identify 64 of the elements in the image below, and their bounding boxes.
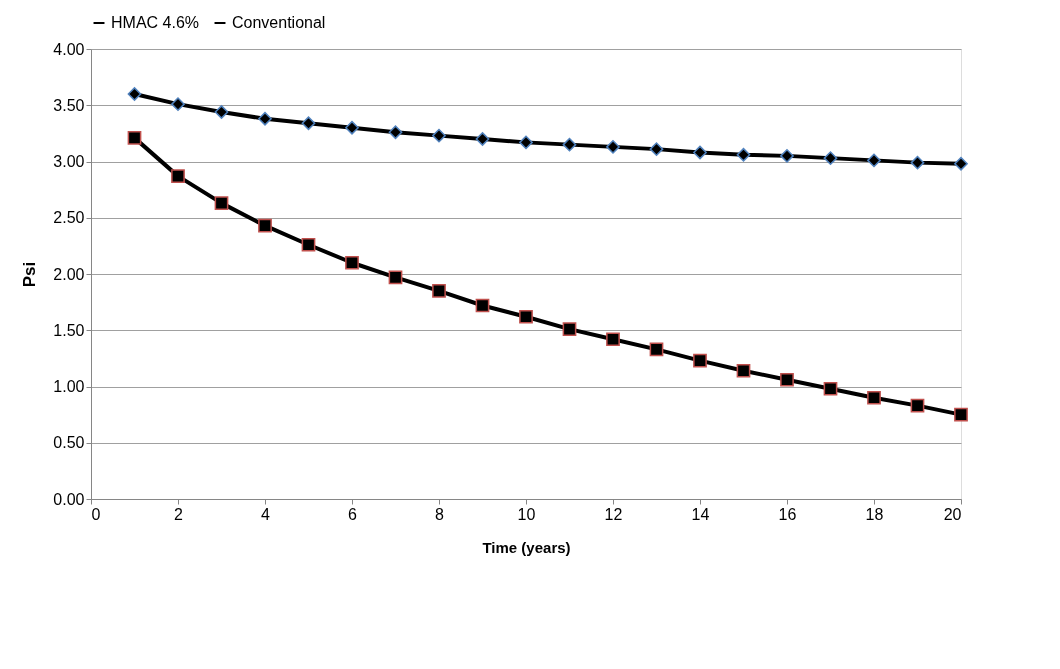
point xyxy=(171,169,185,183)
y-tick-label: 0.50 xyxy=(53,434,85,452)
y-tick-label: 0.00 xyxy=(53,490,85,508)
point xyxy=(693,145,707,160)
point xyxy=(345,120,359,135)
point xyxy=(388,125,403,140)
point xyxy=(823,151,838,165)
point xyxy=(432,284,446,298)
point xyxy=(910,398,925,413)
y-axis-title: Psi xyxy=(20,261,40,288)
legend-label: Conventional xyxy=(232,14,326,31)
point xyxy=(388,270,403,285)
point xyxy=(606,332,620,347)
point xyxy=(910,155,925,170)
y-tick-label: 3.00 xyxy=(53,153,85,170)
x-tick-label: 16 xyxy=(778,505,797,523)
point xyxy=(258,218,272,233)
point xyxy=(301,116,316,131)
point xyxy=(171,97,185,111)
point xyxy=(954,407,968,422)
x-tick-label: 20 xyxy=(943,505,962,523)
point xyxy=(867,153,881,168)
x-tick-label: 18 xyxy=(865,505,884,523)
point xyxy=(301,237,316,252)
point xyxy=(214,105,229,119)
x-tick-label: 0 xyxy=(91,505,101,523)
x-tick-label: 8 xyxy=(435,505,445,523)
point xyxy=(345,255,359,270)
point xyxy=(127,131,142,145)
point xyxy=(780,149,794,163)
point xyxy=(519,135,533,150)
point xyxy=(258,111,272,126)
point xyxy=(736,147,751,162)
x-tick-label: 6 xyxy=(348,505,358,523)
point xyxy=(693,353,707,368)
x-tick-label: 4 xyxy=(261,505,271,523)
x-tick-label: 10 xyxy=(517,505,536,523)
point xyxy=(562,322,577,336)
point xyxy=(823,381,838,396)
point xyxy=(519,309,533,324)
y-tick-label: 1.50 xyxy=(53,321,85,339)
point xyxy=(780,372,794,387)
y-tick-label: 3.50 xyxy=(53,96,85,114)
y-tick-label: 4.00 xyxy=(53,40,85,58)
point xyxy=(606,140,620,154)
point xyxy=(214,196,229,210)
x-tick-label: 2 xyxy=(174,505,184,523)
y-tick-label: 2.00 xyxy=(53,265,85,283)
legend-label: HMAC 4.6% xyxy=(111,14,200,31)
point xyxy=(649,342,664,357)
point xyxy=(432,128,446,143)
point xyxy=(649,142,664,156)
point xyxy=(736,363,751,378)
point xyxy=(475,132,490,146)
x-tick-label: 12 xyxy=(604,505,623,523)
point xyxy=(562,137,577,152)
point xyxy=(127,87,142,101)
point xyxy=(954,156,968,171)
point xyxy=(867,390,881,405)
point xyxy=(475,298,490,313)
x-axis-title: Time (years) xyxy=(482,538,571,556)
y-tick-label: 1.00 xyxy=(53,378,85,395)
x-tick-label: 14 xyxy=(691,505,710,523)
y-tick-label: 2.50 xyxy=(53,209,85,227)
